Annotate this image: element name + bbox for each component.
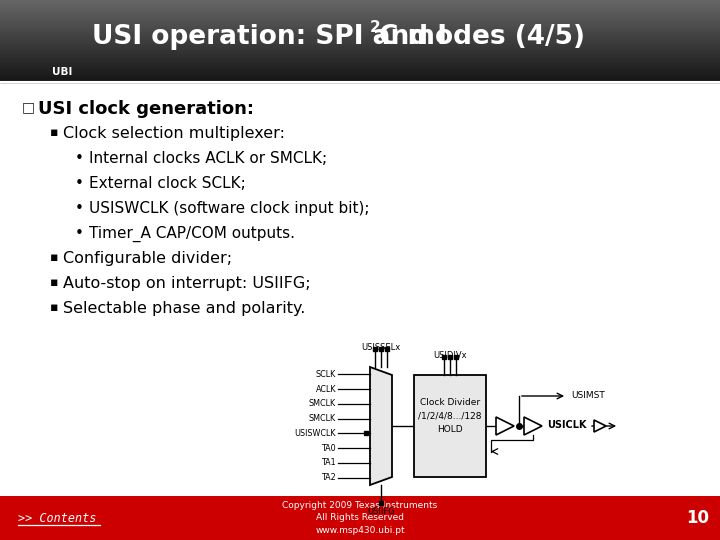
- Text: □: □: [22, 100, 35, 114]
- Bar: [0, 36, 720, 38]
- Bar: [0, 70, 720, 72]
- Bar: [0, 50, 720, 52]
- Bar: [0, 58, 720, 60]
- Bar: [0, 57, 720, 59]
- Polygon shape: [370, 367, 392, 485]
- Text: TA2: TA2: [321, 473, 336, 482]
- Text: Internal clocks ACLK or SMCLK;: Internal clocks ACLK or SMCLK;: [89, 151, 327, 166]
- Bar: [0, 26, 720, 28]
- Polygon shape: [594, 420, 606, 432]
- Text: 10: 10: [686, 509, 709, 527]
- Text: ▪: ▪: [50, 251, 58, 264]
- Bar: [0, 4, 720, 6]
- Bar: [0, 28, 720, 30]
- Bar: [0, 29, 720, 31]
- Bar: [0, 23, 720, 25]
- Bar: [0, 72, 720, 74]
- Bar: [0, 75, 720, 77]
- Text: Auto-stop on interrupt: USIIFG;: Auto-stop on interrupt: USIIFG;: [63, 276, 310, 291]
- Text: ACLK: ACLK: [315, 384, 336, 394]
- Text: USIMST: USIMST: [571, 392, 605, 401]
- Bar: [0, 24, 720, 26]
- Bar: [0, 8, 720, 10]
- Bar: [0, 1, 720, 3]
- Text: External clock SCLK;: External clock SCLK;: [89, 176, 246, 191]
- Bar: [0, 3, 720, 5]
- Bar: [0, 14, 720, 16]
- Bar: [0, 69, 720, 71]
- Text: •: •: [75, 176, 84, 191]
- Bar: [0, 19, 720, 21]
- Text: USI clock generation:: USI clock generation:: [38, 100, 254, 118]
- Bar: [0, 42, 720, 44]
- Bar: [0, 31, 720, 33]
- Text: USIDIVx: USIDIVx: [433, 351, 467, 360]
- Bar: [0, 12, 720, 15]
- Text: Clock Divider
/1/2/4/8.../128
HOLD: Clock Divider /1/2/4/8.../128 HOLD: [418, 398, 482, 434]
- Bar: [0, 45, 720, 48]
- Text: USICLK: USICLK: [547, 420, 587, 430]
- Bar: [0, 77, 720, 79]
- Text: Copyright 2009 Texas Instruments
All Rights Reserved
www.msp430.ubi.pt: Copyright 2009 Texas Instruments All Rig…: [282, 501, 438, 535]
- Text: TA1: TA1: [321, 458, 336, 468]
- Text: SCLK: SCLK: [316, 370, 336, 379]
- Text: SMCLK: SMCLK: [309, 400, 336, 408]
- Text: •: •: [75, 226, 84, 241]
- Bar: [0, 17, 720, 19]
- Bar: [0, 78, 720, 80]
- Bar: [0, 32, 720, 35]
- Bar: [0, 496, 720, 540]
- Bar: [414, 375, 486, 477]
- Bar: [0, 82, 720, 496]
- Text: USI operation: SPI and I: USI operation: SPI and I: [92, 24, 447, 50]
- Bar: [0, 40, 720, 43]
- Bar: [0, 34, 720, 36]
- Bar: [0, 6, 720, 8]
- Text: TA0: TA0: [321, 444, 336, 453]
- Text: Configurable divider;: Configurable divider;: [63, 251, 232, 266]
- Text: Selectable phase and polarity.: Selectable phase and polarity.: [63, 301, 305, 316]
- Text: ▪: ▪: [50, 301, 58, 314]
- Bar: [0, 39, 720, 41]
- Text: •: •: [75, 151, 84, 166]
- Bar: [0, 44, 720, 46]
- Text: USISWCLK: USISWCLK: [294, 429, 336, 438]
- Bar: [0, 80, 720, 82]
- Bar: [0, 37, 720, 39]
- Text: USIIFG: USIIFG: [367, 507, 395, 516]
- Bar: [0, 64, 720, 65]
- Bar: [0, 47, 720, 49]
- Bar: [0, 67, 720, 69]
- Text: SMCLK: SMCLK: [309, 414, 336, 423]
- Text: C modes (4/5): C modes (4/5): [379, 24, 585, 50]
- Bar: [0, 73, 720, 76]
- Text: 2: 2: [370, 21, 381, 36]
- Polygon shape: [524, 417, 542, 435]
- Bar: [0, 62, 720, 64]
- Bar: [0, 60, 720, 62]
- Text: Clock selection multiplexer:: Clock selection multiplexer:: [63, 126, 285, 141]
- Text: Timer_A CAP/COM outputs.: Timer_A CAP/COM outputs.: [89, 226, 295, 242]
- Bar: [0, 65, 720, 68]
- Polygon shape: [496, 417, 514, 435]
- Bar: [0, 16, 720, 18]
- Bar: [0, 49, 720, 51]
- Bar: [0, 9, 720, 11]
- Bar: [0, 0, 720, 2]
- Bar: [0, 55, 720, 57]
- Text: •: •: [75, 201, 84, 216]
- Text: ▪: ▪: [50, 276, 58, 289]
- Text: ▪: ▪: [50, 126, 58, 139]
- Bar: [0, 11, 720, 13]
- Bar: [0, 52, 720, 54]
- Text: >> Contents: >> Contents: [18, 511, 96, 524]
- Bar: [0, 21, 720, 23]
- Text: USISWCLK (software clock input bit);: USISWCLK (software clock input bit);: [89, 201, 369, 216]
- Bar: [0, 53, 720, 56]
- Text: UBI: UBI: [52, 67, 72, 77]
- Text: USISSELx: USISSELx: [361, 343, 400, 352]
